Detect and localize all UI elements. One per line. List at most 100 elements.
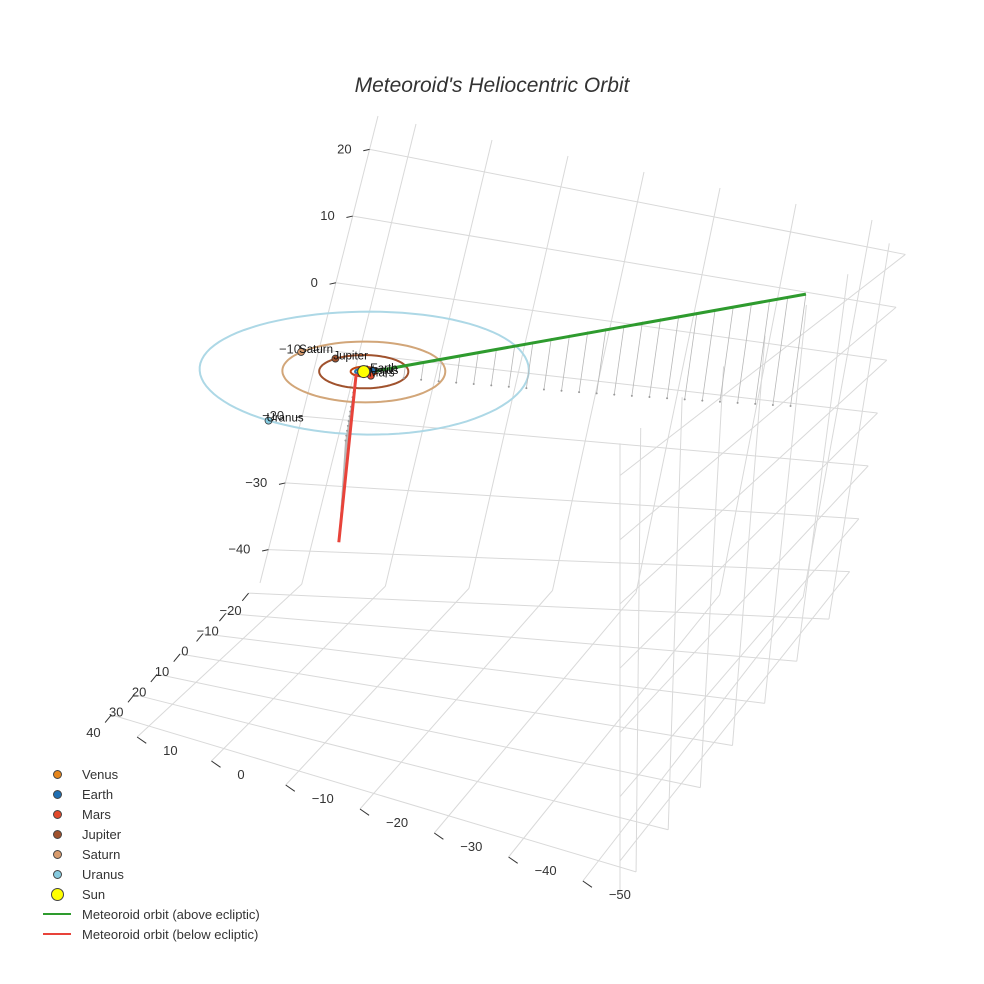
tick-mark <box>127 694 135 703</box>
drop-line <box>719 305 734 402</box>
drop-line <box>490 348 498 386</box>
drop-line-foot <box>346 429 349 432</box>
legend-swatch <box>40 844 74 864</box>
drop-line-foot <box>736 401 739 404</box>
legend-swatch-mark <box>52 869 62 879</box>
legend-item[interactable]: Saturn <box>40 844 260 864</box>
y-tick-label: −10 <box>312 791 334 806</box>
legend-swatch-mark <box>43 933 71 935</box>
wall-gridline-x <box>828 243 890 620</box>
tick-mark <box>150 673 158 683</box>
tick-mark <box>508 856 518 864</box>
tick-mark <box>346 215 353 218</box>
drop-line-foot <box>595 392 598 395</box>
tick-mark <box>241 592 249 602</box>
drop-line-foot <box>789 405 792 408</box>
meteoroid-orbit-above-ecliptic[interactable] <box>368 292 807 374</box>
legend-item[interactable]: Meteoroid orbit (below ecliptic) <box>40 924 260 944</box>
tick-mark <box>211 760 221 768</box>
tick-mark <box>173 653 181 663</box>
drop-line-foot <box>542 388 545 391</box>
legend-item[interactable]: Jupiter <box>40 824 260 844</box>
saturn-label: Saturn <box>299 344 333 356</box>
jupiter-orbit <box>318 354 410 390</box>
drop-line-foot <box>347 420 350 423</box>
legend-item[interactable]: Earth <box>40 784 260 804</box>
uranus-marker[interactable] <box>264 416 273 425</box>
legend-swatch-mark <box>52 809 62 819</box>
legend-swatch-mark <box>52 769 62 779</box>
legend-item[interactable]: Venus <box>40 764 260 784</box>
saturn-marker[interactable] <box>297 348 305 356</box>
tick-mark <box>278 482 286 485</box>
drop-line-foot <box>349 410 352 413</box>
drop-line <box>525 341 534 389</box>
drop-line <box>701 308 716 401</box>
legend-swatch <box>40 924 74 944</box>
drop-line-foot <box>420 378 423 381</box>
wall-gridline-y <box>384 139 493 587</box>
meteoroid-orbit-below-ecliptic[interactable] <box>337 373 358 543</box>
drop-line-foot <box>437 380 440 383</box>
z-tick-label: 10 <box>320 208 334 223</box>
drop-line-foot <box>771 403 774 406</box>
x-tick-label: 0 <box>181 644 188 659</box>
legend: Venus Earth Mars Jupiter Saturn Uranus Sun Mete… <box>40 764 260 944</box>
x-tick-label: 30 <box>109 705 123 720</box>
x-tick-label: 40 <box>86 725 100 740</box>
chart-title: Meteoroid's Heliocentric Orbit <box>354 74 630 97</box>
tick-mark <box>582 880 593 888</box>
x-tick-label: 20 <box>132 684 146 699</box>
legend-item[interactable]: Mars <box>40 804 260 824</box>
legend-swatch-mark <box>52 829 62 839</box>
drop-line-foot <box>348 415 351 418</box>
legend-label: Meteoroid orbit (above ecliptic) <box>82 906 260 922</box>
drop-line <box>561 334 570 391</box>
drop-line-foot <box>683 398 686 401</box>
drop-line <box>420 361 425 380</box>
drop-line <box>649 318 662 398</box>
tick-mark <box>104 714 112 723</box>
z-tick-label: 0 <box>311 275 318 290</box>
legend-item[interactable]: Uranus <box>40 864 260 884</box>
uranus-label: Uranus <box>267 413 304 425</box>
drop-line <box>578 331 589 393</box>
drop-line <box>790 294 807 407</box>
drop-line <box>508 344 516 387</box>
legend-item[interactable]: Sun <box>40 884 260 904</box>
y-tick-label: −30 <box>460 839 482 854</box>
drop-line-foot <box>754 402 757 405</box>
z-tick-label: 20 <box>337 141 351 156</box>
z-tick-label: −10 <box>279 342 301 357</box>
jupiter-marker[interactable] <box>331 354 340 363</box>
drop-line <box>684 312 698 400</box>
meteoroid-group <box>337 292 807 543</box>
legend-swatch <box>40 804 74 824</box>
legend-swatch-mark <box>50 887 64 901</box>
drop-line-foot <box>472 383 475 386</box>
legend-label: Sun <box>82 886 106 902</box>
x-tick-label: −20 <box>220 603 242 618</box>
wall-gridline-y <box>635 187 721 593</box>
drop-line <box>631 321 643 396</box>
uranus-orbit <box>198 310 530 436</box>
y-tick-label: −40 <box>535 863 557 878</box>
tick-labels-group: −20−10010203040−50−40−30−20−10010−40−30−… <box>86 141 631 902</box>
earth-label: Earth <box>370 363 398 375</box>
tick-mark <box>136 736 147 744</box>
sun-marker[interactable] <box>357 365 371 379</box>
tick-mark <box>285 784 296 792</box>
x-tick-label: −10 <box>197 623 219 638</box>
wall-gridline-x <box>732 335 766 746</box>
y-tick-label: −50 <box>609 887 631 902</box>
tick-mark <box>359 808 370 816</box>
drop-line <box>754 299 771 404</box>
drop-line-foot <box>630 394 633 397</box>
legend-item[interactable]: Meteoroid orbit (above ecliptic) <box>40 904 260 924</box>
legend-swatch-mark <box>52 849 62 859</box>
drop-line-foot <box>344 439 347 442</box>
wall-gridline-x <box>764 304 807 704</box>
